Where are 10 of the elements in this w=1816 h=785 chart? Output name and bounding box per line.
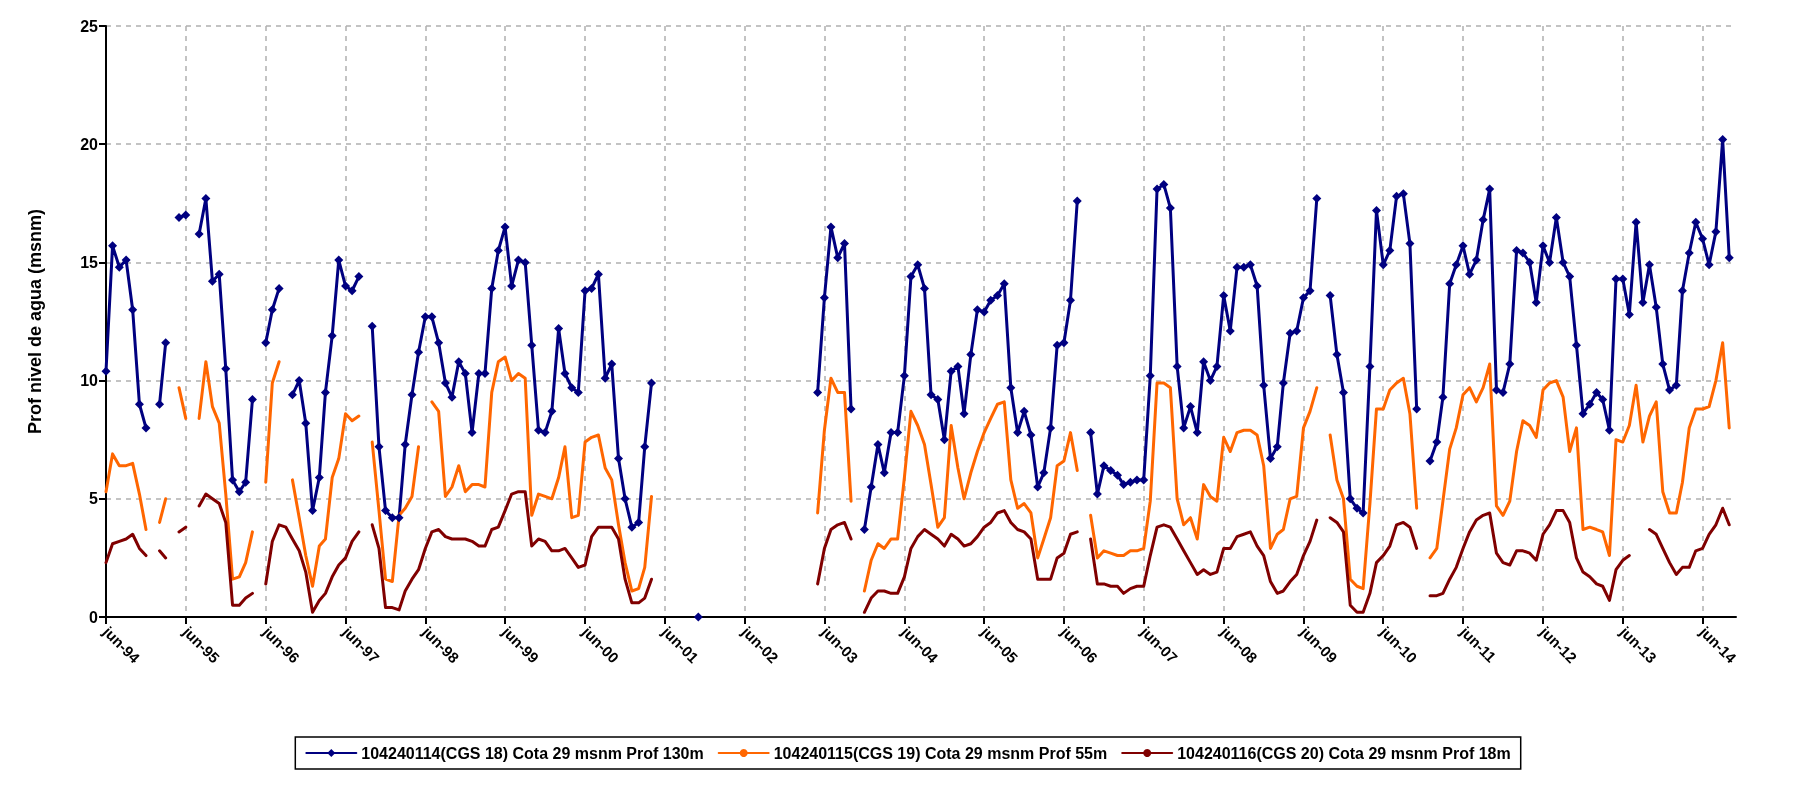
- y-tick-label: 20: [80, 135, 99, 153]
- y-tick-label: 5: [89, 490, 99, 508]
- legend-label: 104240115(CGS 19) Cota 29 msnm Prof 55m: [773, 744, 1108, 762]
- y-tick-label: 0: [89, 608, 99, 626]
- y-tick-label: 10: [80, 372, 99, 390]
- y-tick-label: 25: [80, 17, 99, 35]
- y-axis-title: Prof nivel de agua (msnm): [25, 208, 45, 435]
- legend-label: 104240116(CGS 20) Cota 29 msnm Prof 18m: [1177, 744, 1511, 762]
- y-tick-label: 15: [80, 253, 99, 271]
- legend-label: 104240114(CGS 18) Cota 29 msnm Prof 130m: [361, 744, 704, 762]
